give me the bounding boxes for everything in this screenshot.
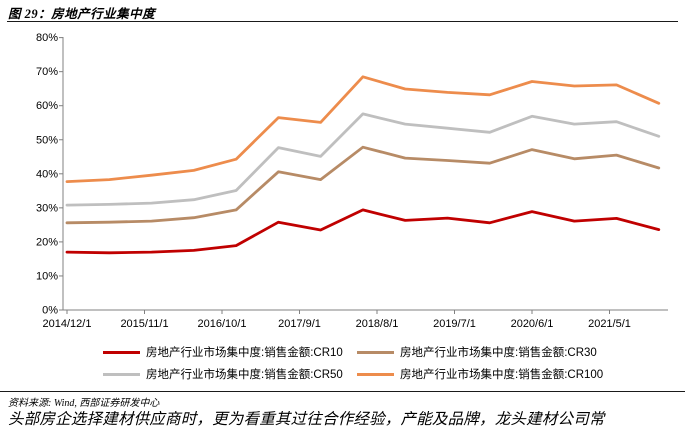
report-body-text: 头部房企选择建材供应商时，更为看重其过往合作经验，产能及品牌，龙头建材公司常: [8, 411, 605, 428]
y-axis-label: 0%: [42, 305, 58, 317]
y-axis-label: 40%: [36, 168, 58, 180]
x-axis-label: 2018/8/1: [356, 318, 399, 330]
footer-divider: [0, 391, 685, 392]
legend-item-cr10: 房地产行业市场集中度:销售金额:CR10: [103, 345, 357, 359]
figure-title: 图 29：房地产行业集中度: [8, 7, 156, 21]
x-axis-label: 2020/6/1: [511, 318, 554, 330]
series-cr50-line: [65, 112, 661, 207]
legend-item-cr100: 房地产行业市场集中度:销售金额:CR100: [357, 367, 643, 381]
y-axis-label: 60%: [36, 100, 58, 112]
concentration-line-chart: 0% 10% 20% 30% 40% 50% 60% 70% 80% 2014/…: [36, 32, 668, 330]
legend-label-cr50: 房地产行业市场集中度:销售金额:CR50: [146, 369, 343, 381]
series-cr10-line: [65, 208, 661, 255]
legend-swatch-cr30: [357, 350, 394, 354]
legend-swatch-cr50: [103, 372, 140, 376]
legend-label-cr30: 房地产行业市场集中度:销售金额:CR30: [400, 347, 597, 359]
x-axis-label: 2021/5/1: [588, 318, 631, 330]
x-axis-label: 2016/10/1: [198, 318, 247, 330]
chart-legend: 房地产行业市场集中度:销售金额:CR10 房地产行业市场集中度:销售金额:CR3…: [103, 345, 643, 381]
series-lines: [65, 75, 661, 255]
y-axis-labels: 0% 10% 20% 30% 40% 50% 60% 70% 80%: [36, 32, 58, 316]
y-axis-label: 70%: [36, 66, 58, 78]
x-axis-label: 2017/9/1: [278, 318, 321, 330]
legend-item-cr30: 房地产行业市场集中度:销售金额:CR30: [357, 345, 643, 359]
x-axis-labels: 2014/12/1 2015/11/1 2016/10/1 2017/9/1 2…: [43, 318, 631, 330]
y-axis-label: 50%: [36, 134, 58, 146]
x-axis-label: 2015/11/1: [120, 318, 168, 330]
title-divider: [7, 21, 678, 22]
series-cr100-line: [65, 75, 661, 184]
series-cr30-line: [65, 145, 661, 225]
legend-swatch-cr10: [103, 350, 140, 354]
source-note: 资料来源: Wind, 西部证券研发中心: [8, 398, 160, 409]
legend-label-cr100: 房地产行业市场集中度:销售金额:CR100: [400, 369, 604, 381]
legend-swatch-cr100: [357, 372, 394, 376]
y-axis-label: 80%: [36, 32, 58, 44]
y-axis-label: 30%: [36, 202, 58, 214]
x-axis-label: 2014/12/1: [43, 318, 92, 330]
axis-tick-marks: [59, 37, 610, 314]
legend-item-cr50: 房地产行业市场集中度:销售金额:CR50: [103, 367, 357, 381]
legend-label-cr10: 房地产行业市场集中度:销售金额:CR10: [146, 347, 343, 359]
x-axis-label: 2019/7/1: [433, 318, 476, 330]
y-axis-label: 10%: [36, 271, 58, 283]
y-axis-label: 20%: [36, 236, 58, 248]
